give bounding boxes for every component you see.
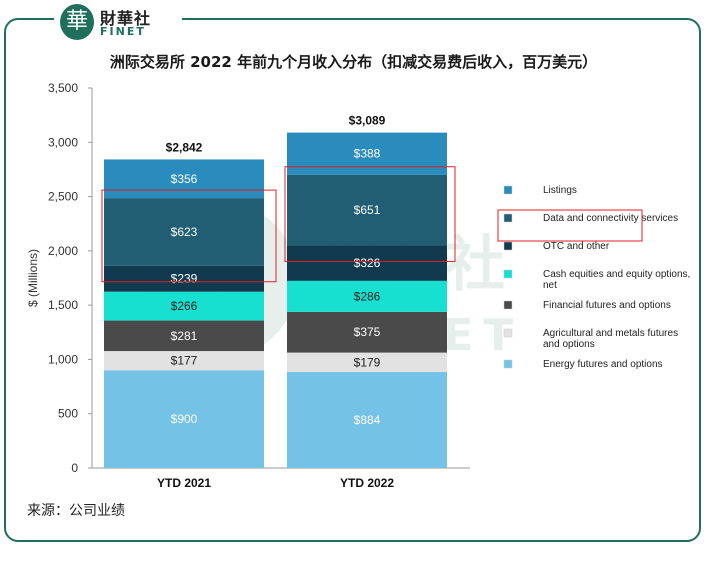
legend-swatch	[503, 185, 513, 195]
bar-segment	[287, 132, 447, 175]
data-label: $177	[171, 354, 198, 368]
bar-segment	[287, 174, 447, 246]
data-label: $281	[171, 329, 198, 343]
legend-label: Energy futures and options	[543, 359, 663, 370]
data-label: $356	[171, 172, 198, 186]
logo-chinese-text: 財華社	[100, 9, 152, 28]
data-label: $651	[354, 203, 381, 217]
legend-label: and options	[543, 339, 595, 350]
bar-total-label: $2,842	[166, 140, 203, 154]
legend-label: Listings	[543, 185, 577, 196]
data-label: $388	[354, 147, 381, 161]
data-label: $326	[354, 256, 381, 270]
x-category-label: YTD 2021	[157, 476, 211, 490]
data-label: $900	[171, 412, 198, 426]
legend-swatch	[503, 213, 513, 223]
highlight-box	[284, 166, 456, 262]
y-tick-label: 2,500	[48, 190, 78, 204]
data-label: $179	[354, 355, 381, 369]
legend-highlight-box	[497, 209, 643, 242]
data-label: $266	[171, 299, 198, 313]
data-label: $239	[171, 272, 198, 286]
bar-segment	[287, 280, 447, 312]
legend-label: net	[543, 280, 557, 291]
y-tick-label: 0	[71, 461, 78, 475]
data-label: $884	[354, 413, 381, 427]
chart-title: 洲际交易所 2022 年前九个月收入分布（扣减交易费后收入，百万美元）	[109, 53, 598, 71]
y-tick-label: 1,000	[48, 352, 78, 366]
y-tick-label: 1,500	[48, 298, 78, 312]
bar-segment	[104, 159, 264, 199]
legend-swatch	[503, 241, 513, 251]
y-tick-label: 500	[58, 407, 78, 421]
legend-layer: Listings Data and connectivity services OT…	[497, 185, 690, 370]
legend-label: OTC and other	[543, 241, 610, 252]
y-tick-label: 3,500	[48, 81, 78, 95]
legend-label: Cash equities and equity options,	[543, 269, 690, 280]
y-axis-label: $ (Millions)	[26, 249, 40, 307]
legend-swatch	[503, 359, 513, 369]
bar-segment	[287, 311, 447, 353]
data-label: $286	[354, 289, 381, 303]
finet-logo: 華 財華社 FINET	[54, 2, 182, 42]
legend-label: Data and connectivity services	[543, 213, 678, 224]
bar-layer: $900 $177 $281 $266 $239 $623 $356 $2,842 YTD 20…	[101, 114, 456, 490]
bar-total-label: $3,089	[349, 114, 386, 128]
legend-swatch	[503, 328, 513, 338]
bar-segment	[287, 245, 447, 281]
bar-segment	[104, 320, 264, 352]
y-tick-label: 3,000	[48, 135, 78, 149]
logo-english-text: FINET	[100, 25, 146, 38]
source-note: 来源：公司业绩	[27, 503, 125, 519]
bar-segment	[287, 372, 447, 468]
y-tick-label: 2,000	[48, 244, 78, 258]
x-category-label: YTD 2022	[340, 476, 394, 490]
data-label: $375	[354, 325, 381, 339]
legend-swatch	[503, 300, 513, 310]
bar-segment	[287, 352, 447, 373]
bar-segment	[104, 198, 264, 266]
bar-segment	[104, 351, 264, 371]
legend-swatch	[503, 269, 513, 279]
bar-segment	[104, 291, 264, 321]
content-frame	[4, 18, 701, 542]
data-label: $623	[171, 225, 198, 239]
legend-label: Financial futures and options	[543, 300, 671, 311]
legend-label: Agricultural and metals futures	[543, 328, 678, 339]
highlight-box	[101, 189, 277, 283]
bar-segment	[104, 265, 264, 292]
logo-emblem-icon: 華	[60, 4, 94, 40]
bar-segment	[104, 370, 264, 468]
